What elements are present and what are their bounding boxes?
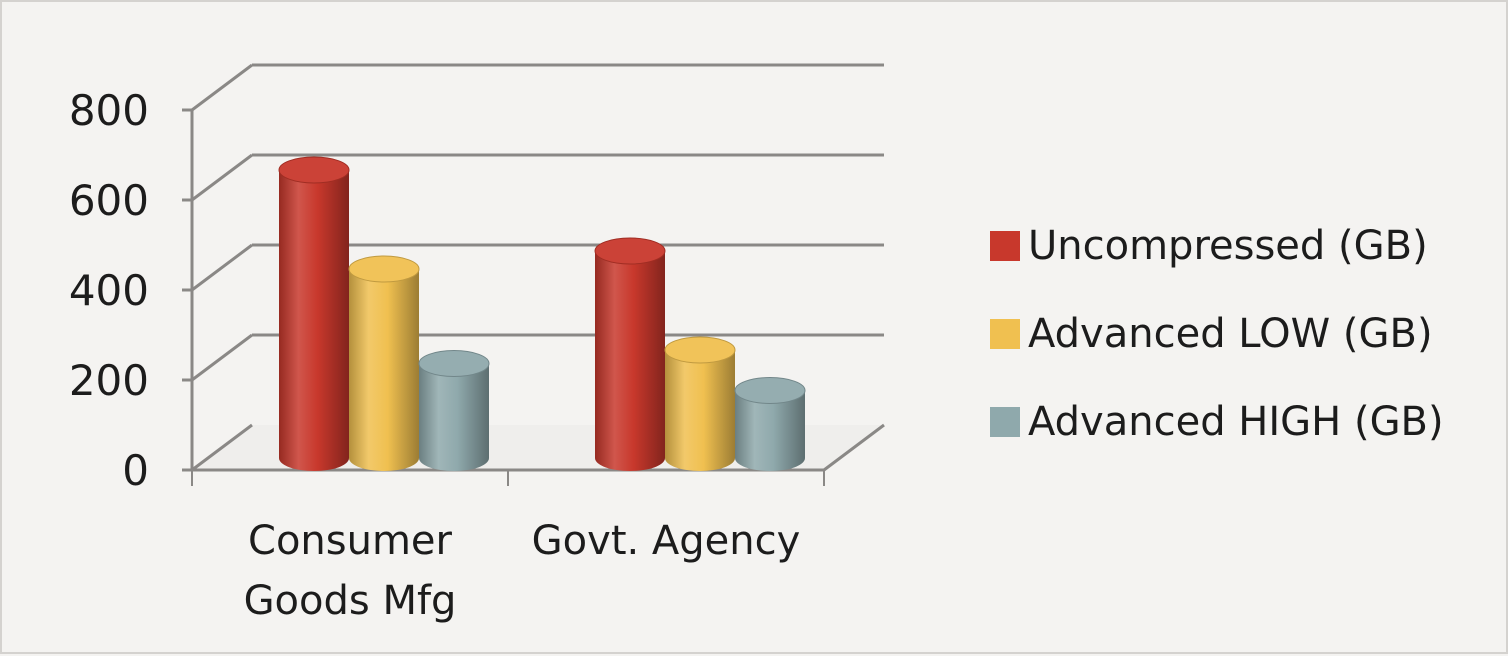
chart-legend: Uncompressed (GB) Advanced LOW (GB) Advanc… — [990, 223, 1444, 445]
chart-bars — [278, 156, 806, 471]
gridline-side — [191, 333, 253, 382]
bar-body — [595, 251, 665, 471]
legend-label: Advanced HIGH (GB) — [1028, 399, 1444, 445]
legend-item: Advanced HIGH (GB) — [990, 399, 1444, 445]
legend-swatch — [990, 231, 1020, 261]
legend-swatch — [990, 319, 1020, 349]
gridline-side — [191, 423, 253, 472]
bar — [418, 350, 490, 471]
bar-cap — [348, 255, 420, 283]
x-category-label: Govt. Agency — [532, 518, 801, 564]
bar-body — [419, 363, 489, 471]
y-tick-label: 800 — [69, 86, 149, 135]
y-tick-label: 200 — [69, 356, 149, 405]
gridline-side — [191, 63, 253, 112]
gridline-side — [191, 153, 253, 202]
bar-cap — [664, 336, 736, 364]
floor-right-edge — [823, 423, 885, 472]
chart-axes — [182, 108, 885, 486]
bar-body — [665, 350, 735, 471]
bar — [278, 156, 350, 471]
bar-cap — [418, 350, 490, 377]
bar-cap — [734, 377, 806, 404]
bar-cap — [594, 237, 666, 265]
bar — [734, 377, 806, 471]
bar — [348, 255, 420, 471]
y-tick-label: 600 — [69, 176, 149, 225]
legend-swatch — [990, 407, 1020, 437]
bar-body — [279, 170, 349, 471]
chart-gridlines — [191, 63, 884, 472]
chart-labels: 0 200 400 600 800 Consumer Goods Mfg Govt. Agen… — [69, 86, 800, 624]
bar — [664, 336, 736, 471]
y-tick-label: 0 — [122, 446, 149, 495]
legend-item: Advanced LOW (GB) — [990, 311, 1433, 357]
bar-body — [349, 269, 419, 471]
legend-item: Uncompressed (GB) — [990, 223, 1428, 269]
bar-body — [735, 390, 805, 471]
legend-label: Advanced LOW (GB) — [1028, 311, 1433, 357]
gridline-side — [191, 243, 253, 292]
bar — [594, 237, 666, 471]
y-tick-label: 400 — [69, 266, 149, 315]
legend-label: Uncompressed (GB) — [1028, 223, 1428, 269]
bar-cap — [278, 156, 350, 184]
x-category-label: Consumer Goods Mfg — [244, 518, 457, 624]
